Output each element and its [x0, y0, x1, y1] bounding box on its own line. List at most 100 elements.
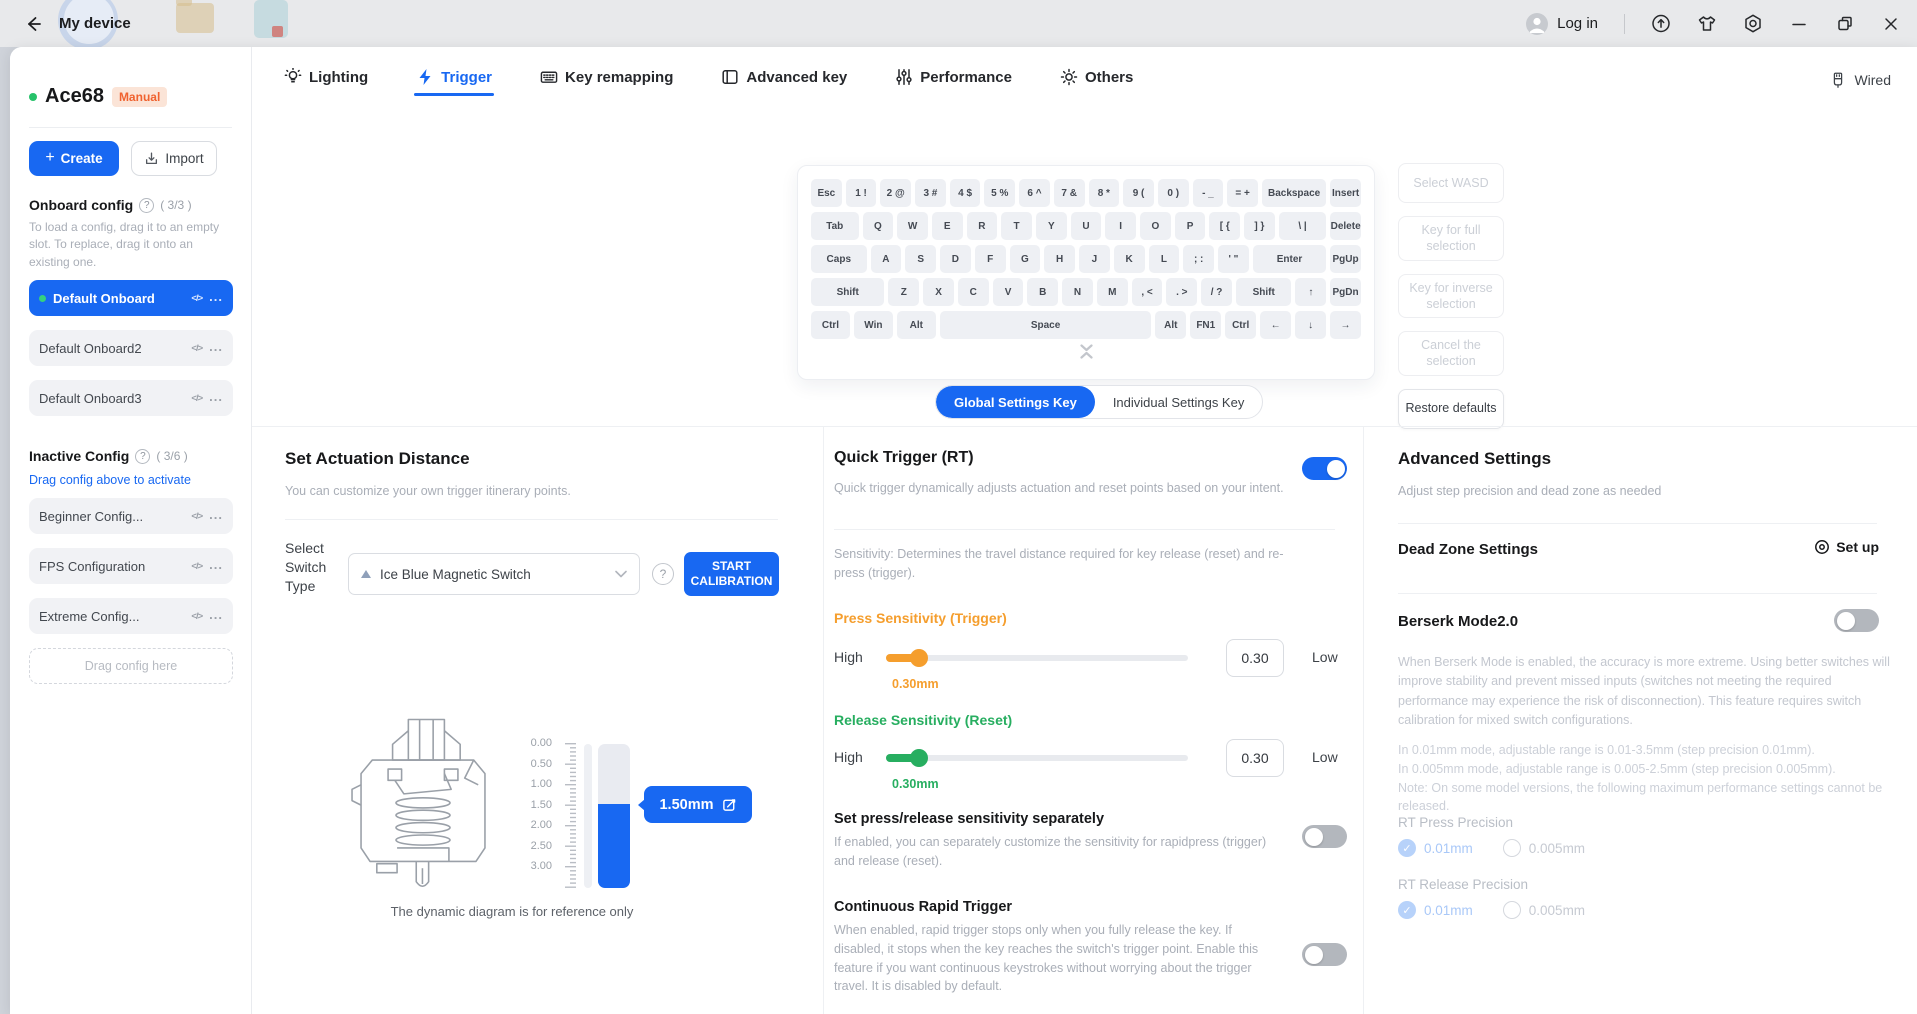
- release-value-input[interactable]: 0.30: [1226, 739, 1284, 777]
- back-arrow-icon[interactable]: [20, 11, 46, 37]
- tab-others[interactable]: Others: [1058, 62, 1135, 96]
- key-[interactable]: ←: [1260, 311, 1292, 339]
- berserk-mode-toggle[interactable]: [1834, 609, 1879, 632]
- key-m[interactable]: M: [1096, 278, 1128, 306]
- tab-trigger[interactable]: Trigger: [414, 62, 494, 96]
- actuation-distance-tooltip[interactable]: 1.50mm: [638, 786, 752, 823]
- import-button[interactable]: Import: [131, 141, 217, 176]
- key-j[interactable]: J: [1079, 245, 1110, 273]
- key-[interactable]: ↑: [1295, 278, 1327, 306]
- key-i[interactable]: I: [1105, 212, 1137, 240]
- dead-zone-setup-button[interactable]: Set up: [1814, 539, 1879, 555]
- key-5[interactable]: 5 %: [984, 179, 1016, 207]
- key-3[interactable]: 3 #: [915, 179, 946, 207]
- code-icon[interactable]: </>: [191, 342, 203, 354]
- key-d[interactable]: D: [940, 245, 971, 273]
- more-options-icon[interactable]: ...: [209, 506, 223, 522]
- radio-unchecked-icon[interactable]: [1502, 901, 1521, 919]
- config-item[interactable]: FPS Configuration </>...: [29, 548, 233, 584]
- code-icon[interactable]: </>: [191, 392, 203, 404]
- key-h[interactable]: H: [1044, 245, 1076, 273]
- login-button[interactable]: Log in: [1525, 12, 1598, 36]
- key-[interactable]: [ {: [1209, 212, 1241, 240]
- tab-individual-settings-key[interactable]: Individual Settings Key: [1112, 394, 1245, 410]
- more-options-icon[interactable]: ...: [209, 556, 223, 572]
- key-8[interactable]: 8 *: [1088, 179, 1120, 207]
- key-[interactable]: →: [1330, 311, 1361, 339]
- key-backspace[interactable]: Backspace: [1261, 179, 1327, 207]
- switch-type-select[interactable]: Ice Blue Magnetic Switch: [348, 553, 640, 595]
- release-slider-handle[interactable]: [910, 749, 928, 767]
- key-c[interactable]: C: [957, 278, 989, 306]
- tab-global-settings-key[interactable]: Global Settings Key: [936, 386, 1095, 418]
- collapse-keyboard-icon[interactable]: [811, 344, 1361, 359]
- key-[interactable]: \ |: [1278, 212, 1327, 240]
- continuous-rapid-trigger-toggle[interactable]: [1302, 943, 1347, 966]
- key-[interactable]: ' ": [1218, 245, 1249, 273]
- more-options-icon[interactable]: ...: [209, 338, 223, 354]
- key-[interactable]: ] }: [1244, 212, 1275, 240]
- cancel-the-selection-button[interactable]: Cancel the selection: [1398, 331, 1504, 376]
- key-ctrl[interactable]: Ctrl: [811, 311, 850, 339]
- calibration-help-icon[interactable]: ?: [652, 563, 674, 585]
- radio-option-0.005mm[interactable]: 0.005mm: [1502, 839, 1585, 857]
- upload-icon[interactable]: [1651, 14, 1671, 34]
- code-icon[interactable]: </>: [191, 560, 203, 572]
- config-item[interactable]: Default Onboard </>...: [29, 280, 233, 316]
- select-wasd-button[interactable]: Select WASD: [1398, 163, 1504, 203]
- key-shift[interactable]: Shift: [811, 278, 885, 306]
- tab-lighting[interactable]: Lighting: [282, 62, 370, 96]
- key-fn1[interactable]: FN1: [1190, 311, 1222, 339]
- key-[interactable]: / ?: [1201, 278, 1232, 306]
- close-button[interactable]: [1881, 14, 1901, 34]
- key-4[interactable]: 4 $: [949, 179, 981, 207]
- radio-checked-icon[interactable]: ✓: [1398, 839, 1416, 857]
- press-slider-handle[interactable]: [910, 649, 928, 667]
- actuation-bar[interactable]: [598, 744, 630, 888]
- key-alt[interactable]: Alt: [896, 311, 936, 339]
- key-l[interactable]: L: [1148, 245, 1180, 273]
- key-space[interactable]: Space: [939, 311, 1152, 339]
- key-7[interactable]: 7 &: [1053, 179, 1085, 207]
- tab-key-remapping[interactable]: Key remapping: [538, 62, 675, 96]
- key-a[interactable]: A: [870, 245, 902, 273]
- more-options-icon[interactable]: ...: [209, 606, 223, 622]
- key-pgdn[interactable]: PgDn: [1330, 278, 1361, 306]
- key-u[interactable]: U: [1070, 212, 1102, 240]
- key-6[interactable]: 6 ^: [1019, 179, 1050, 207]
- key-[interactable]: = +: [1227, 179, 1258, 207]
- key-s[interactable]: S: [905, 245, 937, 273]
- empty-config-slot[interactable]: Drag config here: [29, 648, 233, 684]
- config-item[interactable]: Default Onboard3 </>...: [29, 380, 233, 416]
- key-alt[interactable]: Alt: [1155, 311, 1187, 339]
- key-[interactable]: - _: [1192, 179, 1224, 207]
- key-caps[interactable]: Caps: [811, 245, 867, 273]
- code-icon[interactable]: </>: [191, 510, 203, 522]
- key-for-full-selection-button[interactable]: Key for full selection: [1398, 216, 1504, 261]
- key-for-inverse-selection-button[interactable]: Key for inverse selection: [1398, 273, 1504, 318]
- code-icon[interactable]: </>: [191, 610, 203, 622]
- code-icon[interactable]: </>: [191, 292, 203, 304]
- key-win[interactable]: Win: [853, 311, 893, 339]
- key-insert[interactable]: Insert: [1330, 179, 1361, 207]
- key-w[interactable]: W: [897, 212, 928, 240]
- key-r[interactable]: R: [966, 212, 998, 240]
- key-enter[interactable]: Enter: [1252, 245, 1327, 273]
- key-o[interactable]: O: [1140, 212, 1171, 240]
- key-g[interactable]: G: [1009, 245, 1041, 273]
- key-tab[interactable]: Tab: [811, 212, 859, 240]
- key-ctrl[interactable]: Ctrl: [1225, 311, 1257, 339]
- restore-defaults-button[interactable]: Restore defaults: [1398, 388, 1504, 429]
- key-9[interactable]: 9 (: [1123, 179, 1154, 207]
- key-pgup[interactable]: PgUp: [1330, 245, 1361, 273]
- quick-trigger-toggle[interactable]: [1302, 457, 1347, 480]
- key-[interactable]: . >: [1166, 278, 1198, 306]
- key-1[interactable]: 1 !: [845, 179, 877, 207]
- tab-advanced-key[interactable]: Advanced key: [719, 62, 849, 96]
- key-q[interactable]: Q: [862, 212, 894, 240]
- key-f[interactable]: F: [974, 245, 1006, 273]
- key-p[interactable]: P: [1174, 212, 1206, 240]
- start-calibration-button[interactable]: START CALIBRATION: [684, 552, 779, 596]
- radio-option-0.01mm[interactable]: ✓ 0.01mm: [1398, 901, 1473, 919]
- radio-unchecked-icon[interactable]: [1502, 839, 1521, 857]
